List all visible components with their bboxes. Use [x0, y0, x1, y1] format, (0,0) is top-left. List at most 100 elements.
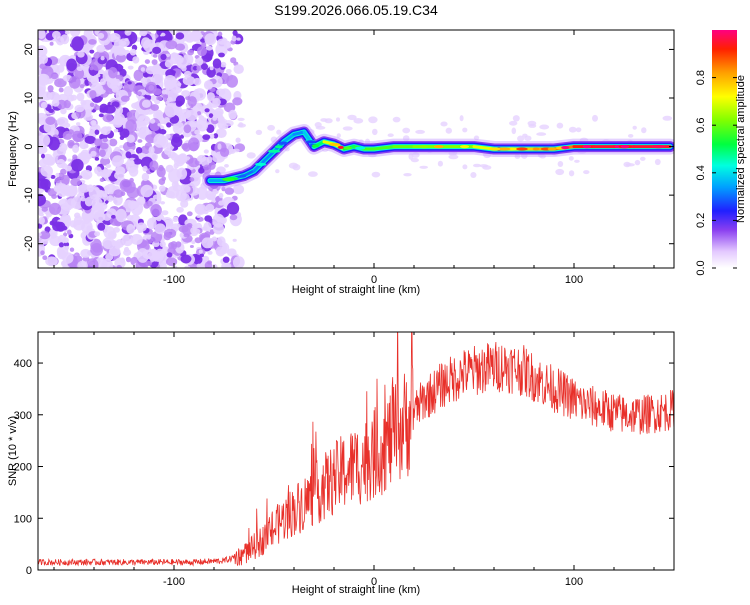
snr-xlabel: Height of straight line (km) — [292, 584, 420, 596]
noise-blob — [144, 59, 150, 64]
noise-blob — [246, 152, 256, 159]
snr-frame — [37, 331, 675, 571]
noise-blob — [72, 154, 78, 160]
noise-blob — [61, 174, 70, 186]
noise-blob — [415, 129, 425, 134]
noise-blob — [147, 251, 161, 261]
noise-blob — [84, 196, 94, 207]
noise-blob — [80, 248, 91, 258]
noise-blob — [38, 232, 42, 237]
noise-blob — [89, 102, 95, 108]
noise-blob — [130, 201, 144, 216]
noise-blob — [110, 47, 118, 54]
noise-blob — [133, 158, 142, 165]
noise-blob — [118, 38, 130, 47]
noise-blob — [167, 89, 179, 102]
noise-blob — [46, 156, 55, 165]
noise-blob — [236, 37, 241, 41]
noise-blob — [189, 120, 198, 128]
noise-blob — [628, 134, 634, 138]
noise-blob — [124, 30, 132, 36]
noise-blob — [105, 163, 112, 169]
noise-blob — [141, 172, 150, 182]
track-hotspot — [343, 146, 353, 150]
noise-blob — [196, 214, 201, 218]
noise-blob — [336, 133, 341, 139]
noise-blob — [45, 116, 56, 125]
noise-blob — [175, 32, 185, 40]
noise-blob — [212, 115, 218, 121]
noise-blob — [448, 154, 459, 160]
noise-blob — [48, 202, 62, 215]
noise-blob — [255, 129, 263, 135]
noise-blob — [211, 236, 218, 242]
track-hotspot — [337, 145, 344, 149]
noise-blob — [119, 128, 130, 138]
track-core-segment — [252, 159, 266, 173]
noise-blob — [69, 220, 78, 228]
noise-blob — [151, 59, 158, 65]
noise-blob — [202, 134, 211, 141]
noise-blob — [93, 104, 101, 111]
noise-blob — [275, 169, 280, 174]
noise-blob — [152, 54, 158, 58]
noise-blob — [189, 30, 203, 42]
noise-blob — [224, 164, 229, 168]
noise-blob — [207, 250, 213, 255]
y-tick-label: -20 — [23, 236, 35, 252]
noise-blob — [56, 64, 65, 73]
noise-blob — [76, 92, 85, 102]
y-tick-label: 0 — [23, 144, 35, 150]
noise-blob — [56, 158, 66, 169]
noise-blob — [198, 249, 203, 254]
noise-blob — [109, 81, 123, 91]
noise-blob — [212, 58, 222, 69]
noise-blob — [150, 95, 157, 102]
noise-blob — [213, 133, 219, 139]
noise-blob — [68, 76, 81, 89]
noise-blob — [129, 160, 135, 167]
noise-blob — [150, 104, 159, 111]
noise-blob — [112, 155, 124, 167]
noise-blob — [132, 56, 140, 64]
noise-blob — [314, 122, 322, 128]
noise-blob — [152, 88, 162, 96]
noise-blob — [113, 189, 124, 198]
noise-blob — [72, 130, 83, 142]
noise-blob — [149, 160, 159, 171]
noise-blob — [115, 208, 127, 223]
noise-blob — [41, 206, 48, 212]
noise-blob — [163, 117, 170, 123]
noise-blob — [97, 56, 108, 65]
noise-blob — [148, 146, 155, 154]
noise-blob — [100, 56, 105, 61]
track-hotspot — [460, 145, 470, 149]
noise-blob — [195, 203, 205, 215]
noise-blob — [189, 177, 195, 182]
noise-blob — [175, 100, 183, 107]
track-hotspot — [329, 142, 341, 147]
noise-blob — [186, 223, 193, 228]
noise-blob — [88, 186, 101, 200]
noise-blob — [230, 57, 237, 64]
noise-blob — [174, 54, 182, 61]
noise-blob — [217, 31, 223, 37]
noise-blob — [99, 142, 109, 150]
noise-blob — [140, 67, 146, 72]
noise-blob — [191, 240, 196, 245]
noise-blob — [196, 263, 202, 268]
noise-blob — [392, 116, 401, 123]
track-hotspot — [311, 144, 320, 148]
noise-blob — [125, 151, 132, 159]
noise-blob — [592, 114, 598, 122]
colorbar-tick-label: 0.6 — [695, 118, 707, 133]
track-hotspot — [582, 145, 591, 149]
noise-blob — [38, 86, 46, 96]
colorbar-ticks: 0.0 0.2 0.4 0.6 0.8 — [695, 70, 737, 276]
noise-blob — [106, 195, 114, 202]
noise-blob — [141, 99, 151, 108]
noise-blob — [90, 120, 97, 126]
noise-blob — [113, 129, 119, 133]
noise-blob — [116, 264, 122, 268]
